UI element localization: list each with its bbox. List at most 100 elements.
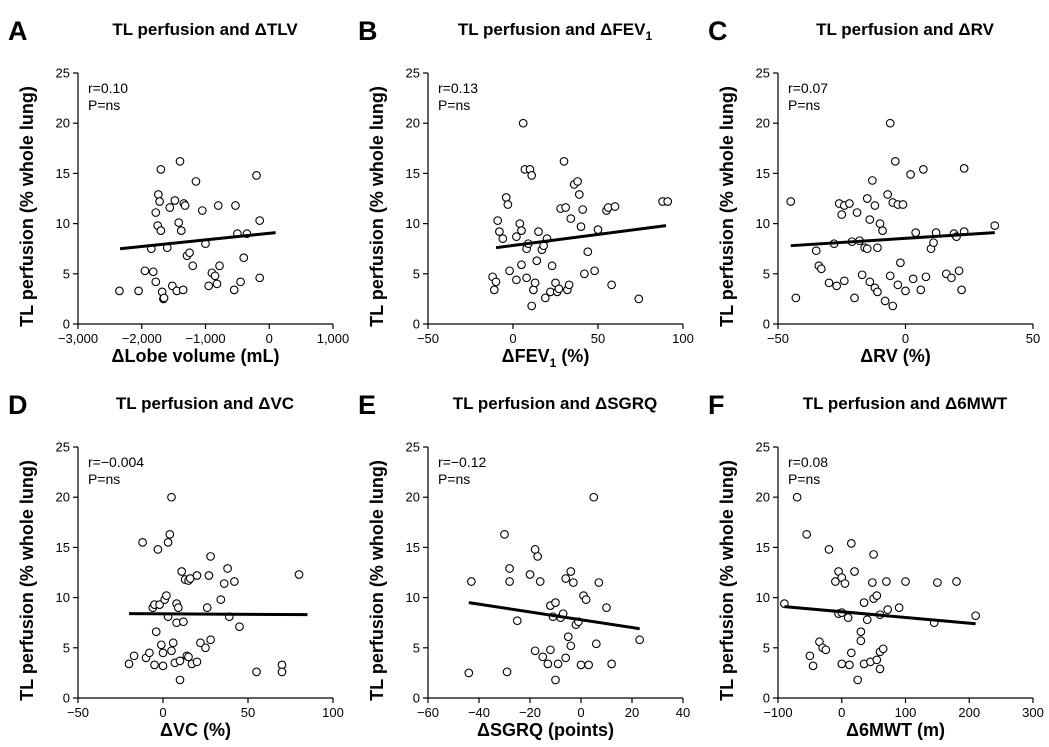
stat-p-label: P=ns (88, 97, 120, 113)
data-point (901, 577, 910, 586)
y-tick-label: 15 (756, 540, 770, 555)
data-point (852, 208, 862, 217)
data-point (505, 577, 514, 586)
stat-r-label: r=0.10 (88, 80, 128, 96)
regression-line (495, 224, 667, 250)
scatter-panel-b: B TL perfusion and ΔFEV1 0 5 10 15 20 25 −50 0 50 1… (350, 0, 700, 373)
y-tick-label: 10 (56, 590, 70, 605)
data-point (236, 277, 245, 287)
data-point (856, 636, 866, 646)
data-point (894, 603, 904, 612)
data-point (602, 603, 611, 612)
data-point (590, 266, 599, 276)
data-point (191, 177, 201, 186)
data-point (501, 193, 511, 202)
data-point (591, 639, 601, 649)
data-point (530, 646, 540, 656)
data-point (527, 171, 537, 180)
x-tick-label: 0 (509, 331, 516, 346)
data-point (515, 219, 525, 228)
data-point (277, 660, 287, 670)
chart-svg: E TL perfusion and ΔSGRQ 0 5 10 15 20 25 −60 −40 −… (358, 390, 690, 740)
data-point (201, 643, 210, 653)
data-point (505, 564, 514, 573)
data-point (517, 226, 526, 235)
y-tick-label: 5 (413, 266, 420, 281)
data-point (574, 190, 584, 199)
x-tick-label: −3,000 (58, 331, 98, 346)
data-point (869, 550, 878, 559)
data-point (239, 253, 249, 263)
data-point (856, 627, 866, 637)
data-point (500, 529, 509, 539)
data-point (204, 571, 214, 580)
data-point (553, 659, 563, 669)
stat-r-label: r=0.08 (788, 454, 828, 470)
x-axis-label: ΔVC (%) (160, 720, 231, 740)
data-point (805, 651, 815, 661)
regression-line (784, 605, 976, 626)
data-point (502, 667, 512, 677)
regression-line (468, 601, 640, 631)
x-tick-label: −100 (763, 705, 792, 720)
data-point (206, 552, 215, 561)
data-point (870, 201, 880, 210)
data-point (196, 638, 205, 648)
data-point (561, 653, 571, 663)
data-point (489, 285, 499, 295)
data-point (839, 276, 849, 286)
data-point (971, 611, 980, 621)
x-tick-label: 50 (241, 705, 255, 720)
data-point (512, 232, 521, 242)
data-point (607, 659, 616, 669)
data-point (573, 177, 582, 186)
chart-title: TL perfusion and ΔTLV (112, 20, 298, 39)
y-tick-label: 20 (56, 490, 70, 505)
data-point (816, 264, 826, 274)
data-point (158, 648, 168, 658)
y-tick-label: 5 (763, 640, 770, 655)
data-point (607, 280, 616, 290)
data-point (231, 201, 240, 210)
data-point (162, 591, 171, 600)
y-tick-label: 5 (763, 266, 770, 281)
data-point (156, 165, 166, 174)
data-point (495, 227, 504, 236)
data-point (229, 285, 239, 295)
data-point (957, 285, 966, 295)
data-point (882, 577, 891, 586)
data-point (534, 227, 543, 236)
data-point (824, 545, 834, 554)
data-point (569, 578, 578, 587)
data-point (566, 567, 576, 576)
data-point (554, 284, 564, 294)
y-tick-label: 25 (56, 66, 70, 81)
data-point (174, 218, 184, 227)
data-point (883, 605, 892, 614)
data-point (546, 645, 555, 655)
data-point (185, 248, 194, 258)
data-point (906, 170, 915, 179)
data-point (850, 293, 859, 303)
data-point (908, 274, 918, 284)
panel-letter: B (358, 16, 378, 46)
data-point (551, 675, 560, 685)
data-point (896, 258, 905, 268)
data-point (594, 578, 604, 587)
data-point (786, 197, 796, 206)
chart-svg: A TL perfusion and ΔTLV 0 5 10 15 20 25 −3,000 −2… (8, 16, 349, 366)
data-point (151, 208, 161, 217)
data-point (219, 579, 229, 588)
x-tick-label: −60 (417, 705, 439, 720)
data-point (564, 280, 574, 290)
data-point (170, 196, 180, 205)
data-point (990, 221, 1000, 230)
y-tick-label: 20 (756, 116, 770, 131)
data-point (880, 296, 890, 306)
data-point (277, 667, 287, 677)
data-point (178, 285, 188, 295)
data-point (808, 661, 818, 671)
x-axis-label: ΔLobe volume (mL) (112, 346, 280, 366)
